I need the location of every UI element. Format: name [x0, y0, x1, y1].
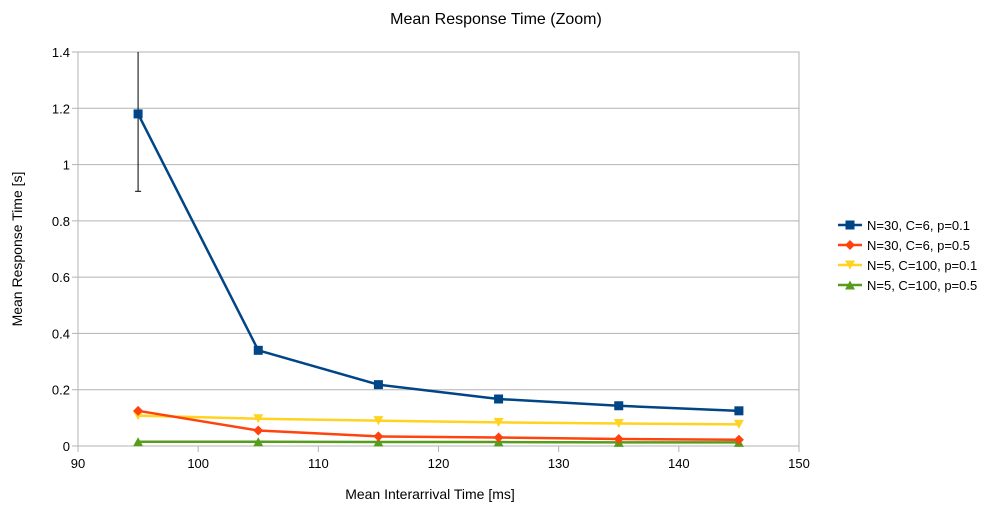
- data-point: [133, 437, 144, 447]
- data-point: [373, 416, 384, 426]
- data-point: [733, 419, 744, 429]
- gridlines: [78, 51, 799, 447]
- series-group: [133, 437, 744, 447]
- series-group: [133, 405, 744, 445]
- data-point: [253, 414, 264, 424]
- legend-item: N=30, C=6, p=0.1: [838, 218, 970, 233]
- legend-label: N=30, C=6, p=0.1: [867, 218, 970, 233]
- legend-swatch-marker: [845, 260, 855, 270]
- series-line: [136, 113, 739, 413]
- x-axis-label: Mean Interarrival Time [ms]: [345, 486, 515, 502]
- data-point: [733, 434, 744, 445]
- data-point: [253, 345, 263, 355]
- plot-area: [77, 51, 800, 447]
- y-tick-label: 1.2: [52, 101, 70, 116]
- data-point: [373, 431, 384, 442]
- legend-label: N=5, C=100, p=0.5: [867, 278, 977, 293]
- y-tick-label: 1.4: [52, 45, 70, 60]
- series-line: [137, 409, 739, 442]
- x-tick-label: 110: [308, 456, 329, 471]
- series-line: [138, 414, 739, 426]
- y-axis-label: Mean Response Time [s]: [9, 172, 25, 327]
- chart-title: Mean Response Time (Zoom): [390, 11, 602, 28]
- data-point: [493, 417, 504, 427]
- x-tick-label: 150: [788, 456, 810, 471]
- data-point: [253, 425, 264, 436]
- data-point: [493, 432, 504, 443]
- legend-item: N=5, C=100, p=0.5: [838, 278, 977, 293]
- data-point: [133, 405, 144, 416]
- legend-swatch-marker: [845, 280, 855, 290]
- legend-label: N=30, C=6, p=0.5: [867, 238, 970, 253]
- legend: N=30, C=6, p=0.1 N=30, C=6, p=0.5 N=5, C=1…: [838, 218, 977, 293]
- y-tick-label: 0.4: [52, 326, 70, 341]
- x-tick-label: 120: [428, 456, 450, 471]
- y-tick-label: 0.8: [52, 214, 70, 229]
- legend-swatch-marker: [845, 240, 855, 250]
- y-tick-label: 0.2: [52, 383, 70, 398]
- data-point: [373, 437, 384, 447]
- data-point: [613, 418, 624, 428]
- legend-swatch-marker: [845, 220, 855, 230]
- legend-item: N=30, C=6, p=0.5: [838, 238, 970, 253]
- y-axis-ticks: 0 0.2 0.4 0.6 0.8 1 1.2 1.4: [52, 45, 78, 454]
- data-point: [133, 109, 143, 119]
- data-point: [494, 394, 504, 404]
- series-group: [133, 411, 744, 429]
- x-tick-label: 130: [548, 456, 570, 471]
- x-tick-label: 100: [187, 456, 209, 471]
- data-point: [734, 406, 744, 416]
- y-tick-label: 0: [63, 439, 70, 454]
- series-group: [133, 52, 744, 416]
- series-line: [138, 440, 739, 444]
- legend-item: N=5, C=100, p=0.1: [838, 258, 977, 273]
- data-point: [253, 437, 264, 447]
- data-point: [614, 401, 624, 411]
- data-point: [373, 380, 383, 390]
- legend-label: N=5, C=100, p=0.1: [867, 258, 977, 273]
- x-tick-label: 90: [71, 456, 85, 471]
- series-layer: [133, 52, 744, 447]
- y-tick-label: 0.6: [52, 270, 70, 285]
- data-point: [613, 433, 624, 444]
- x-tick-label: 140: [668, 456, 690, 471]
- x-axis-ticks: 90 100 110 120 130 140 150: [71, 446, 810, 471]
- y-tick-label: 1: [63, 158, 70, 173]
